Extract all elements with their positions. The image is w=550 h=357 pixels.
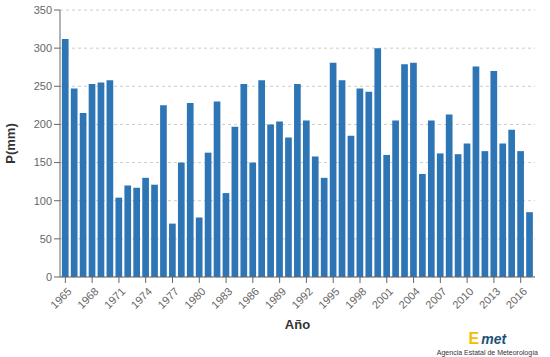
svg-text:Año: Año xyxy=(285,317,310,332)
svg-text:1983: 1983 xyxy=(209,285,235,311)
svg-text:1965: 1965 xyxy=(48,285,74,311)
svg-text:300: 300 xyxy=(34,42,52,54)
svg-text:P(mm): P(mm) xyxy=(8,123,18,163)
svg-text:1968: 1968 xyxy=(75,285,101,311)
svg-text:1995: 1995 xyxy=(316,285,342,311)
svg-text:0: 0 xyxy=(46,271,52,283)
svg-text:1986: 1986 xyxy=(236,285,262,311)
html-text:E met: E met xyxy=(468,330,507,347)
svg-text:50: 50 xyxy=(40,233,52,245)
svg-text:2013: 2013 xyxy=(477,285,503,311)
svg-text:250: 250 xyxy=(34,80,52,92)
html-text:Agencia Estatal de Meteorologí: Agencia Estatal de Meteorología xyxy=(436,349,538,356)
svg-text:350: 350 xyxy=(34,4,52,16)
svg-text:2016: 2016 xyxy=(503,285,529,311)
svg-text:2010: 2010 xyxy=(450,285,476,311)
svg-text:1974: 1974 xyxy=(128,285,154,311)
svg-text:2001: 2001 xyxy=(369,285,395,311)
svg-text:100: 100 xyxy=(34,195,52,207)
svg-text:150: 150 xyxy=(34,156,52,168)
svg-text:200: 200 xyxy=(34,118,52,130)
svg-text:1977: 1977 xyxy=(155,285,181,311)
svg-text:1998: 1998 xyxy=(343,285,369,311)
svg-text:1992: 1992 xyxy=(289,285,315,311)
svg-text:1980: 1980 xyxy=(182,285,208,311)
svg-text:1989: 1989 xyxy=(262,285,288,311)
svg-text:2004: 2004 xyxy=(396,285,422,311)
svg-text:1971: 1971 xyxy=(102,285,128,311)
svg-text:2007: 2007 xyxy=(423,285,449,311)
